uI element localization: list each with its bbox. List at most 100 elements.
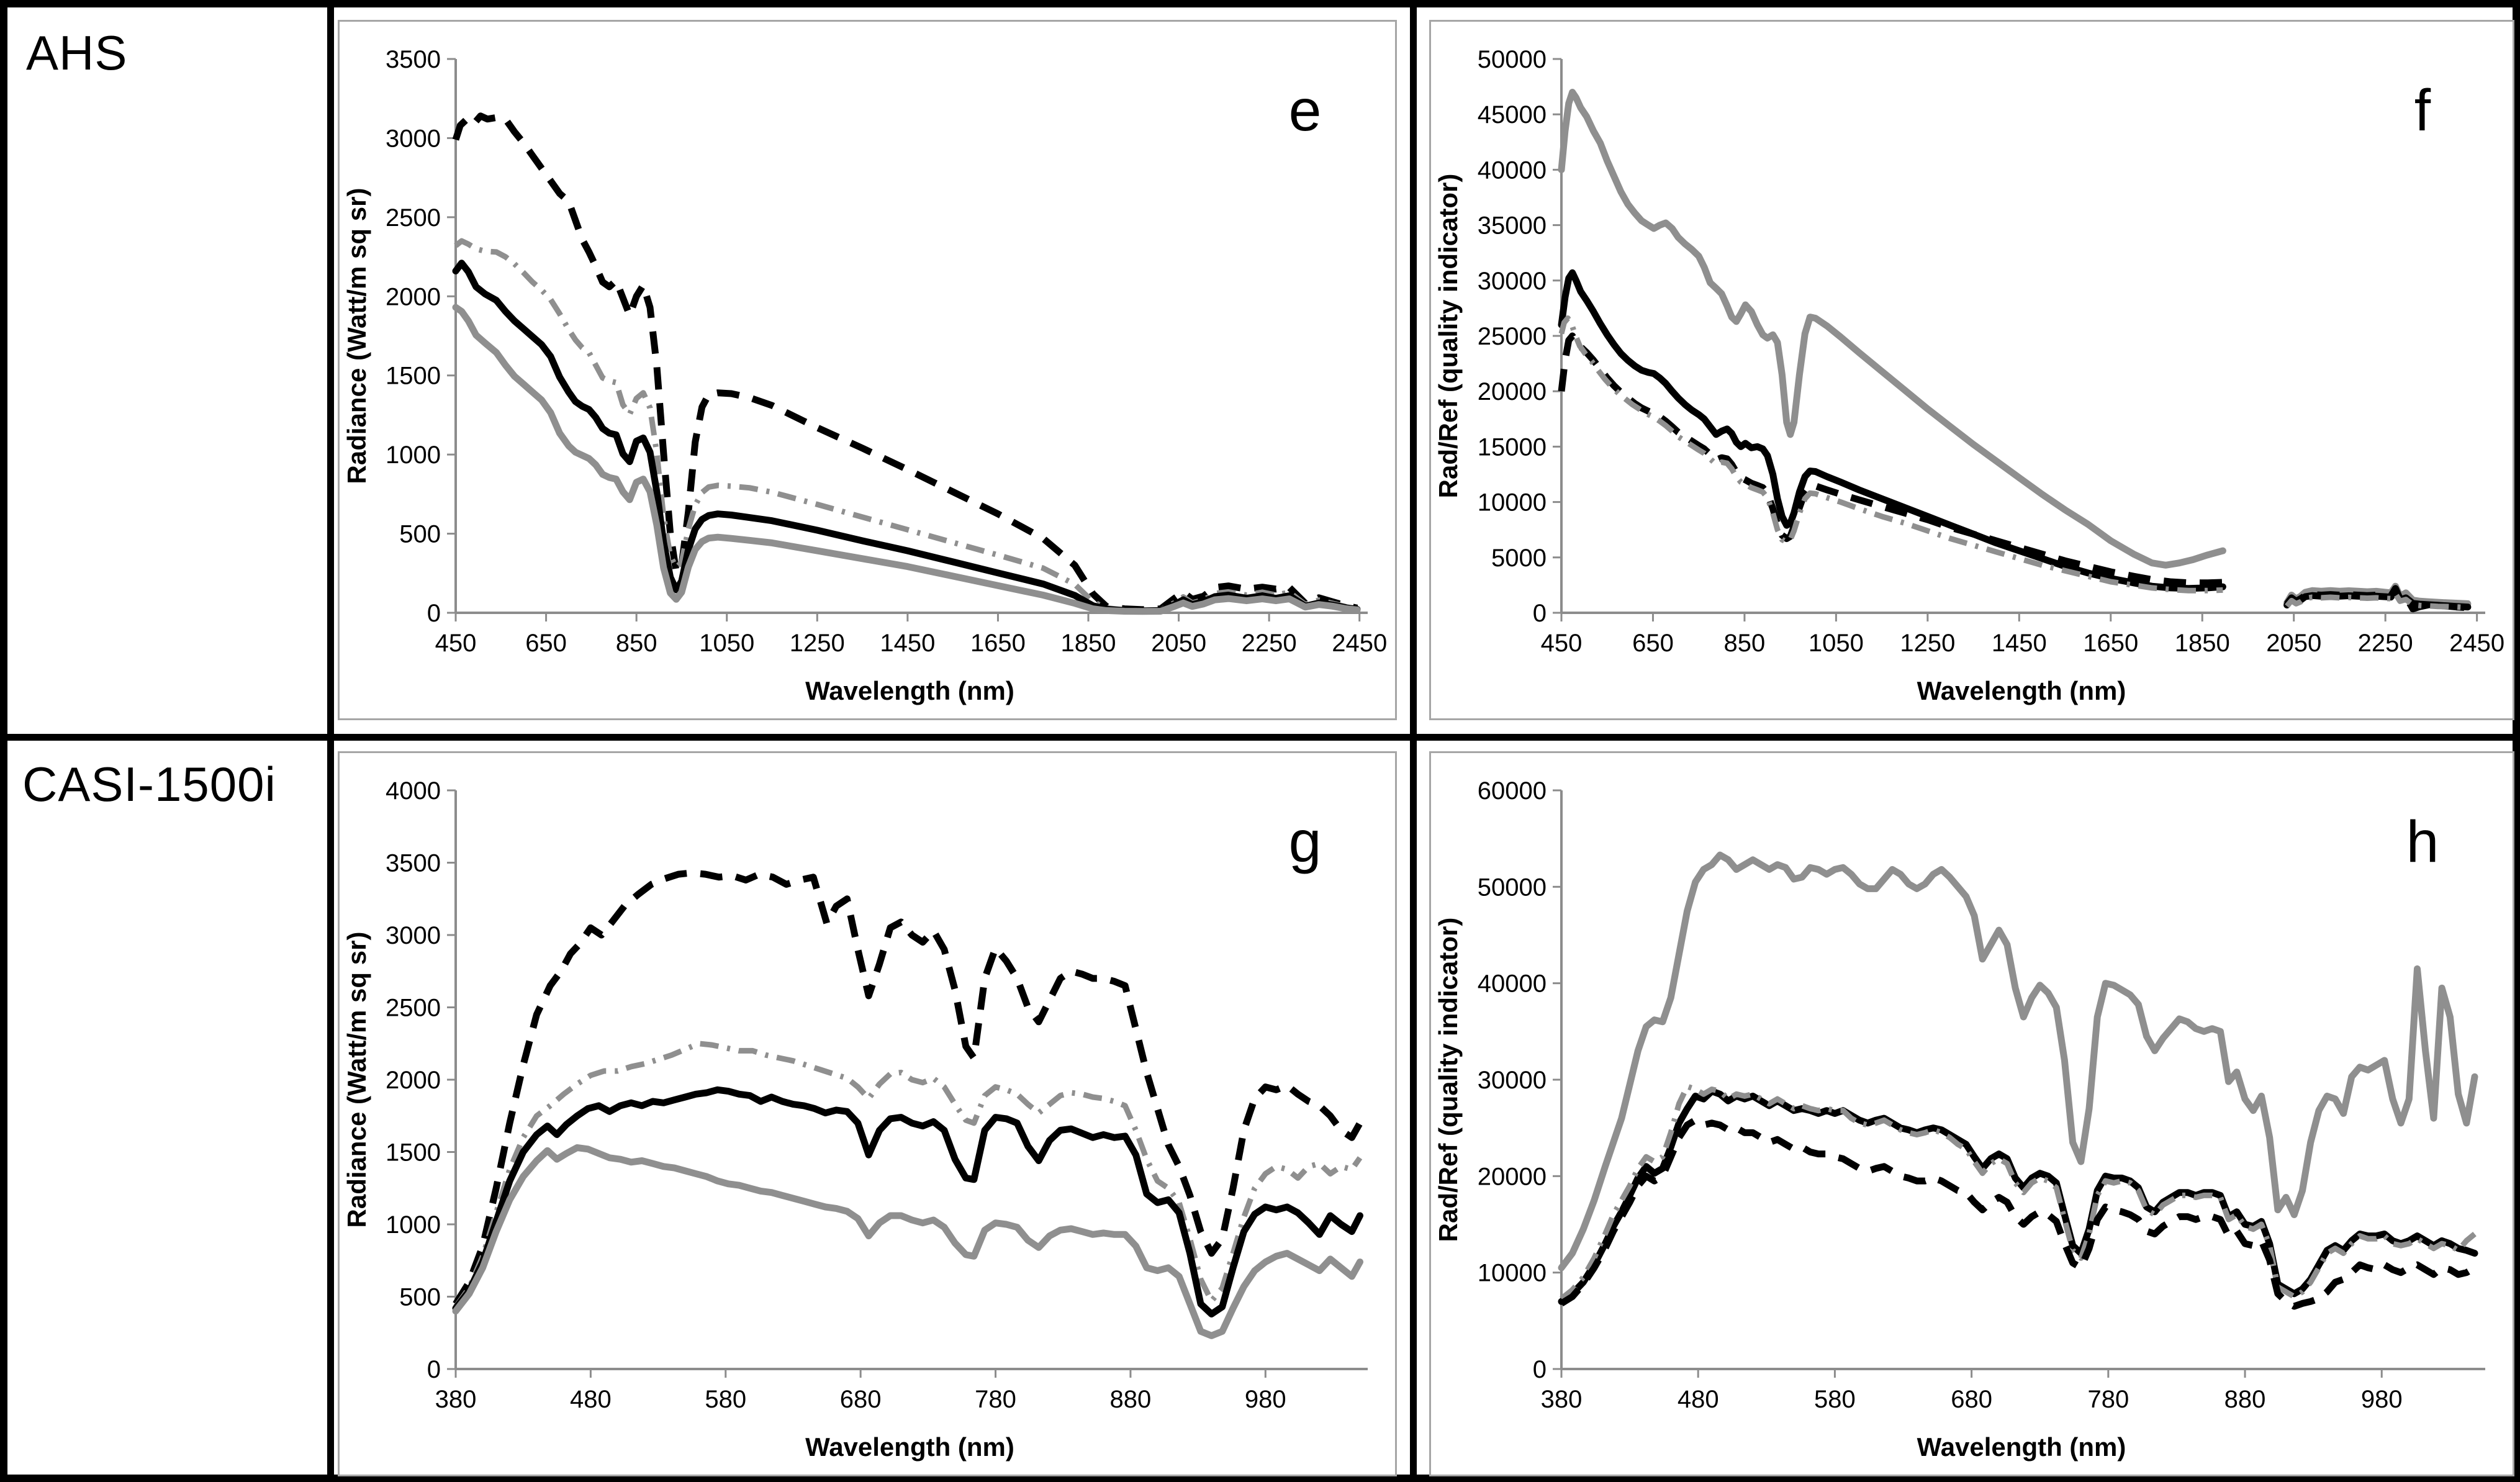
y-tick-label: 15000	[1478, 433, 1547, 461]
table-row-divider	[7, 734, 2513, 741]
x-tick-label: 480	[570, 1386, 612, 1413]
x-tick-label: 980	[1245, 1386, 1286, 1413]
series-black-solid	[452, 260, 1361, 615]
chart-g-svg: 0 500 1000 1500 2000 2500 3000 3500 4000 380 480 58…	[342, 777, 1368, 1462]
chart-panel-h: 0 10000 20000 30000 40000 50000 60000 380 480 580…	[1429, 751, 2514, 1476]
x-tick-label: 880	[1110, 1386, 1152, 1413]
x-tick-label: 1250	[1900, 630, 1955, 657]
series-black-solid	[1558, 1088, 2478, 1305]
panel-letter-e: e	[1289, 78, 1322, 143]
y-tick-label: 1500	[386, 363, 441, 390]
x-tick-label: 650	[525, 630, 567, 657]
y-tick-label: 3500	[386, 46, 441, 73]
series-gray-dash-dot	[454, 238, 1358, 613]
y-tick-label: 2500	[386, 204, 441, 232]
y-tick-label: 30000	[1478, 268, 1547, 295]
series-gray-solid	[452, 1144, 1363, 1339]
y-tick-label: 2500	[386, 995, 441, 1022]
x-axis-title: Wavelength (nm)	[1917, 676, 2126, 705]
x-tick-label: 1250	[790, 630, 845, 657]
x-tick-label: 680	[1951, 1386, 1992, 1413]
x-tick-label: 2450	[1332, 630, 1387, 657]
table-column-divider-1	[327, 7, 334, 1475]
x-tick-label: 1850	[2175, 630, 2230, 657]
x-tick-label: 2050	[2266, 630, 2321, 657]
y-tick-label: 30000	[1478, 1067, 1547, 1094]
y-tick-label: 40000	[1478, 970, 1547, 998]
y-tick-label: 10000	[1478, 489, 1547, 517]
x-tick-label: 1650	[970, 630, 1026, 657]
y-tick-label: 2000	[386, 283, 441, 310]
series-black-solid	[452, 1086, 1363, 1317]
y-tick-label: 3000	[386, 922, 441, 949]
y-tick-label: 0	[1533, 1356, 1547, 1383]
y-tick-label: 45000	[1478, 101, 1547, 129]
y-tick-label: 40000	[1478, 156, 1547, 184]
x-tick-label: 1850	[1061, 630, 1116, 657]
y-tick-label: 5000	[1491, 544, 1547, 572]
x-tick-label: 1050	[1809, 630, 1864, 657]
y-tick-label: 50000	[1478, 46, 1547, 73]
x-tick-label: 2050	[1151, 630, 1206, 657]
x-axis-title: Wavelength (nm)	[805, 676, 1014, 705]
y-tick-label: 3000	[386, 125, 441, 152]
y-tick-label: 500	[399, 1284, 441, 1311]
y-axis-title: Radiance (Watt/m sq sr)	[342, 932, 371, 1228]
y-tick-label: 4000	[386, 777, 441, 805]
x-tick-label: 780	[2087, 1386, 2129, 1413]
x-tick-label: 2250	[1242, 630, 1297, 657]
y-tick-label: 20000	[1478, 1163, 1547, 1190]
panel-letter-f: f	[2414, 78, 2431, 143]
x-tick-label: 580	[1814, 1386, 1856, 1413]
series-gray-solid	[1558, 851, 2478, 1272]
series-gray-dash-dot	[1560, 1083, 2477, 1301]
y-tick-label: 25000	[1478, 323, 1547, 350]
panel-letter-h: h	[2406, 809, 2439, 875]
row-label-ahs: AHS	[26, 25, 128, 80]
y-tick-label: 0	[427, 600, 441, 627]
x-tick-label: 780	[975, 1386, 1016, 1413]
series-gray-dash-dot	[1558, 315, 2468, 611]
x-tick-label: 680	[840, 1386, 882, 1413]
panel-letter-g: g	[1289, 809, 1322, 875]
x-tick-label: 980	[2361, 1386, 2403, 1413]
x-tick-label: 1450	[1992, 630, 2047, 657]
x-tick-label: 650	[1632, 630, 1674, 657]
y-tick-label: 2000	[386, 1067, 441, 1094]
x-tick-label: 380	[435, 1386, 477, 1413]
series-black-dashed	[453, 869, 1363, 1306]
x-tick-label: 850	[1724, 630, 1766, 657]
y-tick-label: 500	[399, 521, 441, 548]
table-column-divider-2	[1410, 7, 1417, 1475]
y-tick-label: 0	[427, 1356, 441, 1383]
x-tick-label: 480	[1678, 1386, 1719, 1413]
y-tick-label: 20000	[1478, 378, 1547, 405]
x-tick-label: 2450	[2449, 630, 2504, 657]
x-tick-label: 450	[1541, 630, 1583, 657]
y-tick-label: 1000	[386, 1211, 441, 1239]
y-axis-title: Rad/Ref (quality indicator)	[1434, 174, 1463, 499]
y-tick-label: 1500	[386, 1139, 441, 1167]
row-label-casi-1500i: CASI-1500i	[22, 757, 276, 811]
x-tick-label: 880	[2224, 1386, 2266, 1413]
x-tick-label: 580	[705, 1386, 746, 1413]
chart-f-svg: 0 5000 10000 15000 20000 25000 30000 35000 40000…	[1434, 46, 2504, 705]
y-tick-label: 50000	[1478, 874, 1547, 901]
x-tick-label: 1650	[2083, 630, 2138, 657]
y-tick-label: 10000	[1478, 1260, 1547, 1287]
series-black-dashed	[452, 112, 1358, 613]
series-gray-solid	[1558, 89, 2472, 607]
x-tick-label: 850	[616, 630, 657, 657]
y-tick-label: 1000	[386, 441, 441, 469]
x-tick-label: 380	[1541, 1386, 1583, 1413]
series-black-dashed	[1560, 1116, 2477, 1310]
x-tick-label: 450	[435, 630, 477, 657]
series-black-dashed	[1558, 332, 2468, 613]
chart-e-svg: 0 500 1000 1500 2000 2500 3000 3500 450 650 850 105…	[342, 46, 1387, 705]
chart-panel-g: 0 500 1000 1500 2000 2500 3000 3500 4000 380 480 58…	[338, 751, 1397, 1476]
y-tick-label: 0	[1533, 600, 1547, 627]
y-axis-title: Rad/Ref (quality indicator)	[1434, 918, 1463, 1242]
chart-panel-f: 0 5000 10000 15000 20000 25000 30000 35000 40000…	[1429, 20, 2514, 720]
series-gray-dash-dot	[453, 1041, 1363, 1309]
